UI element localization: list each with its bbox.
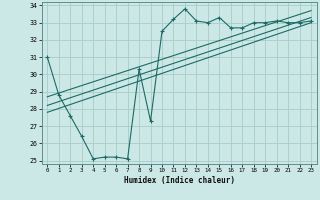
X-axis label: Humidex (Indice chaleur): Humidex (Indice chaleur) [124, 176, 235, 185]
